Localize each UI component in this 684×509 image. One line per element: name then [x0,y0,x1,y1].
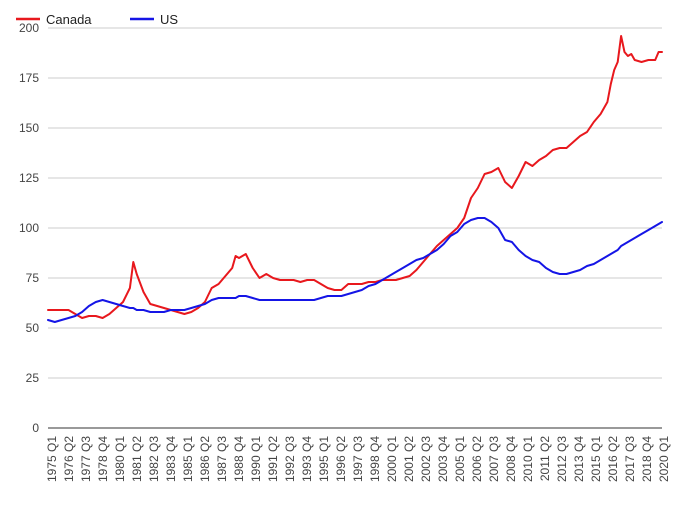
y-tick-label: 200 [19,21,39,35]
x-tick-label: 1976 Q2 [62,436,76,482]
x-tick-label: 1986 Q2 [198,436,212,482]
series-line-us [47,217,663,323]
horizontal-gridlines [48,27,662,429]
x-tick-label: 1993 Q4 [300,436,314,482]
x-tick-label: 1992 Q3 [283,436,297,482]
x-tick-label: 2002 Q3 [419,436,433,482]
x-tick-label: 1987 Q3 [215,436,229,482]
x-tick-label: 1998 Q4 [368,436,382,482]
x-tick-label: 2017 Q3 [623,436,637,482]
x-tick-label: 1983 Q4 [164,436,178,482]
x-tick-label: 1997 Q3 [351,436,365,482]
x-tick-label: 1991 Q2 [266,436,280,482]
x-tick-label: 1985 Q1 [181,436,195,482]
x-tick-label: 2020 Q1 [657,436,671,482]
legend-label-canada: Canada [46,12,92,27]
y-tick-label: 150 [19,121,39,135]
x-tick-label: 2005 Q1 [453,436,467,482]
x-tick-label: 1975 Q1 [45,436,59,482]
x-tick-label: 1978 Q4 [96,436,110,482]
x-tick-label: 1981 Q2 [130,436,144,482]
y-tick-label: 100 [19,221,39,235]
x-tick-label: 2007 Q3 [487,436,501,482]
series-lines [47,35,663,323]
x-tick-label: 1977 Q3 [79,436,93,482]
x-tick-label: 2003 Q4 [436,436,450,482]
y-tick-label: 75 [26,271,40,285]
x-tick-label: 2016 Q2 [606,436,620,482]
y-tick-label: 0 [32,421,39,435]
x-tick-label: 1996 Q2 [334,436,348,482]
x-tick-label: 2006 Q2 [470,436,484,482]
x-tick-label: 2015 Q1 [589,436,603,482]
x-tick-label: 2012 Q3 [555,436,569,482]
x-tick-label: 2013 Q4 [572,436,586,482]
y-tick-label: 50 [26,321,40,335]
x-tick-label: 2008 Q4 [504,436,518,482]
x-tick-label: 1995 Q1 [317,436,331,482]
y-tick-label: 25 [26,371,40,385]
x-tick-label: 2018 Q4 [640,436,654,482]
y-tick-label: 175 [19,71,39,85]
y-tick-label: 125 [19,171,39,185]
x-tick-label: 1982 Q3 [147,436,161,482]
x-tick-label: 2000 Q1 [385,436,399,482]
x-tick-label: 1980 Q1 [113,436,127,482]
x-tick-label: 2001 Q2 [402,436,416,482]
x-tick-label: 1990 Q1 [249,436,263,482]
x-tick-label: 2010 Q1 [521,436,535,482]
x-tick-label: 1988 Q4 [232,436,246,482]
legend: Canada US [16,12,178,27]
x-axis-tick-labels: 1975 Q1 1976 Q2 1977 Q3 1978 Q4 1980 Q1 1981 … [45,436,671,482]
legend-label-us: US [160,12,178,27]
x-tick-label: 2011 Q2 [538,436,552,481]
y-axis-tick-labels: 0 25 50 75 100 125 150 175 200 [19,21,39,435]
series-line-canada [47,35,663,319]
